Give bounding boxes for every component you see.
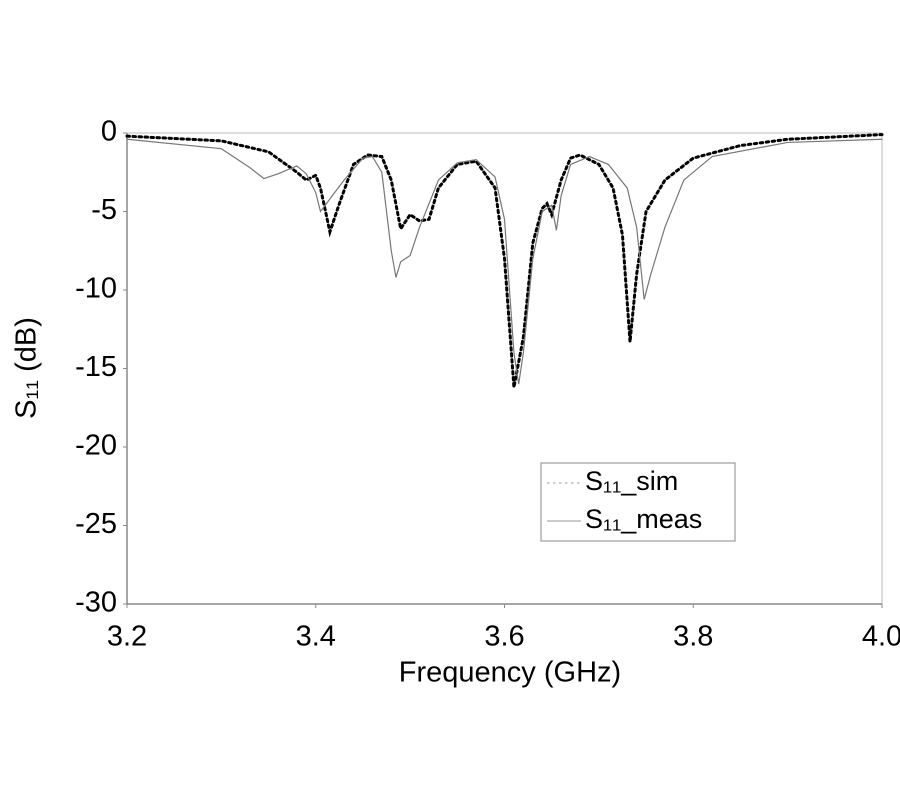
legend-box [540,462,736,542]
x-tick-label: 3.2 [107,621,147,653]
y-tick-label: 0 [101,116,117,148]
y-tick-label: -10 [75,273,117,305]
y-axis-label: S₁₁ (dB) [11,317,43,419]
y-tick-label: -15 [75,351,117,383]
y-tick-label: -25 [75,508,117,540]
line-series [125,133,884,388]
x-tick-label: 3.8 [673,621,713,653]
x-tick-label: 3.6 [484,621,524,653]
legend-label: S₁₁_meas [585,504,702,534]
y-tick-label: -30 [75,587,117,619]
x-tick-label: 3.4 [296,621,336,653]
y-tick-label: -5 [91,194,117,226]
x-tick-label: 4.0 [862,621,900,653]
line-series [126,138,883,385]
x-axis-label: Frequency (GHz) [399,657,621,689]
y-tick-label: -20 [75,430,117,462]
legend-label: S₁₁_sim [585,466,678,496]
